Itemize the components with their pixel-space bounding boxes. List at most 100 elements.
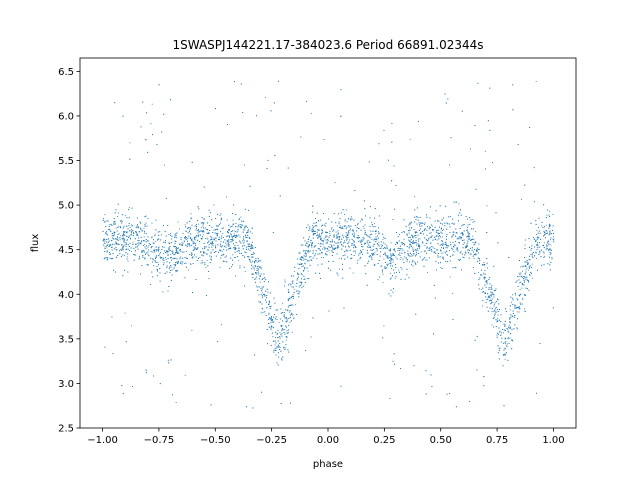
data-point <box>115 227 117 229</box>
data-point <box>198 229 199 230</box>
data-point <box>538 254 540 256</box>
data-point <box>511 297 513 299</box>
data-point <box>297 258 299 260</box>
data-point <box>546 214 548 216</box>
data-point <box>225 246 227 248</box>
data-point <box>353 244 355 245</box>
data-point <box>326 241 328 243</box>
data-point <box>175 270 177 272</box>
data-point <box>154 233 156 235</box>
data-point <box>147 240 149 242</box>
data-point <box>323 238 325 240</box>
data-point <box>390 254 392 256</box>
data-point <box>447 245 449 247</box>
data-point <box>463 242 465 244</box>
data-point <box>271 319 273 321</box>
data-point <box>229 229 230 230</box>
data-point <box>336 225 338 227</box>
data-point <box>337 233 339 235</box>
data-point <box>240 242 242 244</box>
data-point <box>373 265 375 266</box>
data-point <box>158 238 160 240</box>
data-point <box>442 230 444 232</box>
data-point <box>456 248 458 250</box>
data-point <box>219 266 221 268</box>
data-point <box>421 225 423 227</box>
data-point <box>113 235 115 236</box>
data-point <box>406 234 408 236</box>
data-point <box>300 273 302 275</box>
data-point <box>240 83 242 85</box>
data-point <box>284 347 286 349</box>
data-point <box>525 261 527 263</box>
data-point <box>171 235 173 237</box>
data-point <box>389 278 391 280</box>
data-point <box>135 227 137 229</box>
data-point <box>494 308 496 310</box>
data-point <box>357 224 359 226</box>
data-point <box>301 282 303 284</box>
data-point <box>104 243 106 244</box>
data-point <box>538 217 540 219</box>
data-point <box>131 225 133 227</box>
data-point <box>176 237 177 239</box>
data-point <box>268 314 270 316</box>
data-point <box>234 256 235 258</box>
data-point <box>486 267 488 269</box>
data-point <box>361 244 363 245</box>
data-point <box>548 241 550 243</box>
data-point <box>346 221 348 223</box>
data-point <box>357 228 359 230</box>
data-point <box>378 241 380 243</box>
data-point <box>353 250 355 252</box>
data-point <box>369 256 371 258</box>
data-point <box>180 250 182 252</box>
data-point <box>209 255 211 257</box>
data-point <box>194 225 196 227</box>
data-point <box>132 254 134 256</box>
data-point <box>123 233 125 235</box>
data-point <box>143 245 144 246</box>
data-point <box>271 316 272 318</box>
data-point <box>452 249 454 251</box>
data-point <box>190 263 191 265</box>
data-point <box>215 255 217 257</box>
data-point <box>362 246 364 248</box>
data-point <box>500 321 502 322</box>
data-point <box>484 292 486 294</box>
data-point <box>498 349 500 351</box>
data-point <box>346 237 348 238</box>
data-point <box>279 195 281 197</box>
data-point <box>474 220 476 222</box>
data-point <box>517 318 519 320</box>
data-point <box>243 220 244 222</box>
data-point <box>218 225 219 227</box>
data-point <box>329 233 331 234</box>
data-point <box>456 249 458 251</box>
data-point <box>546 248 548 250</box>
data-point <box>446 254 448 256</box>
data-point <box>383 267 385 269</box>
data-point <box>399 252 401 254</box>
data-point <box>203 222 205 224</box>
data-point <box>452 218 454 220</box>
data-point <box>177 262 179 264</box>
data-point <box>109 228 111 230</box>
data-point <box>345 249 347 251</box>
data-point <box>431 235 433 237</box>
data-point <box>507 337 509 339</box>
data-point <box>256 261 258 263</box>
data-point <box>231 266 233 268</box>
data-point <box>126 238 128 240</box>
data-point <box>528 280 529 282</box>
data-point <box>469 237 471 239</box>
data-point <box>416 223 418 225</box>
data-point <box>128 217 130 219</box>
data-point <box>495 311 497 313</box>
data-point <box>107 245 108 246</box>
data-point <box>215 247 217 249</box>
data-point <box>514 292 516 294</box>
data-point <box>469 401 471 402</box>
data-point <box>103 238 105 240</box>
data-point <box>313 226 315 228</box>
